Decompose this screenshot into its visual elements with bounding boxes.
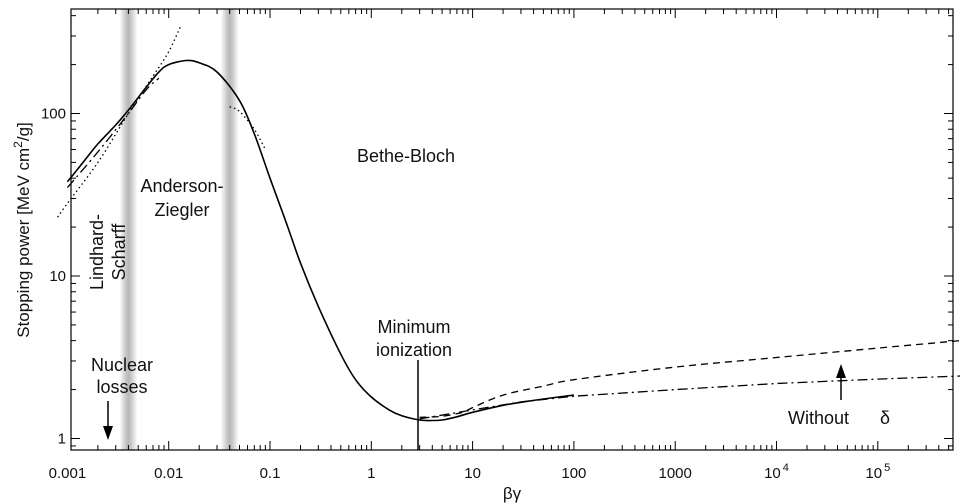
annotation-nuclear: Nuclear losses <box>91 355 153 440</box>
y-tick-label: 100 <box>41 106 66 123</box>
x-tick-label: 0.01 <box>154 465 183 482</box>
x-tick-label: 10 5 <box>865 462 890 482</box>
x-axis-title: βγ <box>503 484 522 503</box>
annotation-minimum: Minimum ionization <box>376 317 452 450</box>
annotation-anderson-line2: Ziegler <box>154 200 209 220</box>
series-group <box>57 26 960 422</box>
series-dash-dot-1 <box>419 375 960 420</box>
y-axis-title-tail: /g] <box>14 122 33 141</box>
annotation-minimum-line1: Minimum <box>377 317 450 337</box>
annotation-lindhard-line1: Lindhard- <box>87 214 107 290</box>
series-dotted-0 <box>57 26 181 218</box>
x-tick-label: 0.1 <box>260 465 281 482</box>
y-axis-title-sup: 2 <box>11 141 25 148</box>
series-dashed <box>419 340 960 418</box>
y-axis-title-main: Stopping power [MeV cm <box>14 148 33 338</box>
annotation-anderson: Anderson- Ziegler <box>140 176 223 220</box>
annotation-lindhard-line2: Scharff <box>109 223 129 281</box>
series-dash-dot-0 <box>66 77 160 189</box>
annotation-nuclear-line2: losses <box>96 377 147 397</box>
annotation-nuclear-line1: Nuclear <box>91 355 153 375</box>
x-tick-label: 10 4 <box>764 462 789 482</box>
annotation-lindhard: Lindhard- Scharff <box>87 214 129 290</box>
annotation-without-line1: Without <box>788 408 849 428</box>
x-tick-label: 1 <box>367 465 375 482</box>
annotation-anderson-line1: Anderson- <box>140 176 223 196</box>
x-tick-label: 0.001 <box>49 465 87 482</box>
y-axis-title: Stopping power [MeV cm2/g] <box>11 122 33 338</box>
x-tick-label: 1000 <box>659 465 692 482</box>
annotation-minimum-line2: ionization <box>376 340 452 360</box>
y-tick-label: 10 <box>49 268 66 285</box>
y-tick-label: 1 <box>58 431 66 448</box>
shaded-band-1 <box>220 9 239 450</box>
plot-frame <box>70 8 954 451</box>
x-tick-label: 10 <box>464 465 481 482</box>
series-solid <box>66 59 574 422</box>
x-tick-label: 100 <box>561 465 586 482</box>
without-arrow-head-icon <box>836 364 846 378</box>
annotation-bethe: Bethe-Bloch <box>357 146 455 166</box>
nuclear-arrow-head-icon <box>103 426 113 440</box>
annotation-without-delta-symbol: δ <box>880 408 890 428</box>
axis-ticks <box>71 9 953 450</box>
annotation-without-delta: Without δ <box>788 364 890 428</box>
